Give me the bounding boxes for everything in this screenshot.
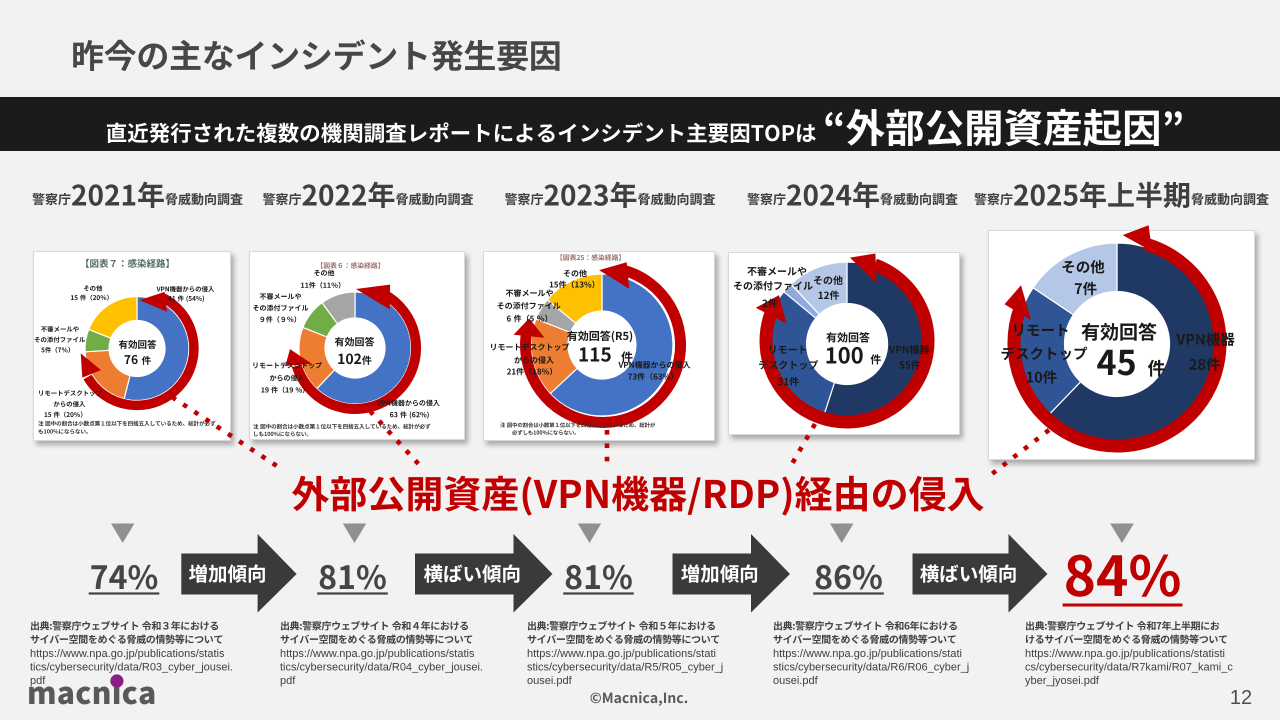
svg-text:12: 12 [1230, 687, 1252, 709]
svg-text:https://www.npa.go.jp/publicat: https://www.npa.go.jp/publications/stati… [1025, 648, 1233, 687]
svg-text:https://www.npa.go.jp/publicat: https://www.npa.go.jp/publications/stati… [527, 648, 723, 687]
svg-text:https://www.npa.go.jp/publicat: https://www.npa.go.jp/publications/stati… [30, 648, 233, 687]
svg-text:https://www.npa.go.jp/publicat: https://www.npa.go.jp/publications/stati… [280, 648, 483, 687]
svg-text:https://www.npa.go.jp/publicat: https://www.npa.go.jp/publications/stati… [773, 648, 969, 687]
